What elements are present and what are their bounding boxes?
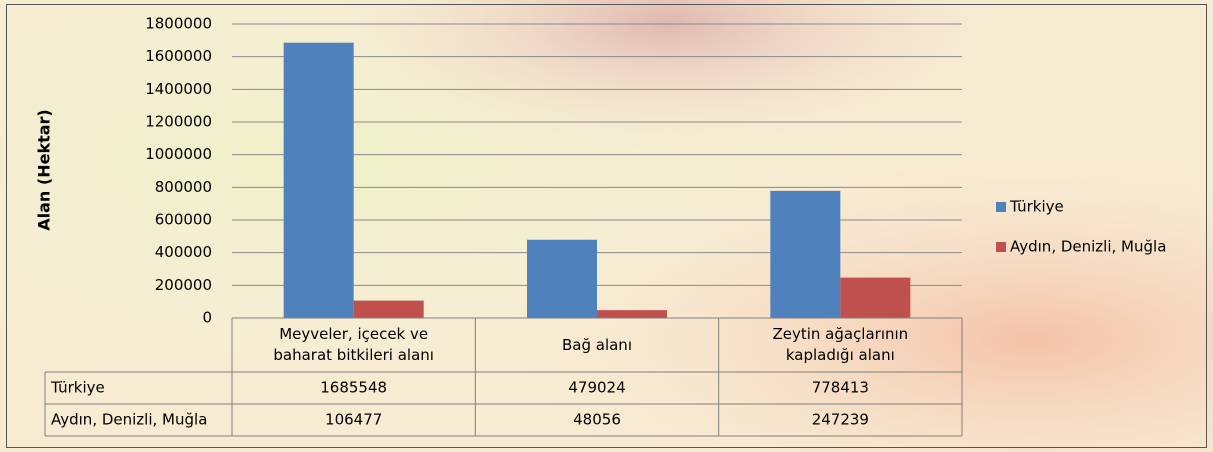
plot: 0 200000 400000 600000 800000 1000000 1200000 1…: [44, 15, 1166, 437]
legend-swatch: [996, 202, 1006, 212]
y-tick-label: 0: [202, 309, 212, 327]
legend-label: Türkiye: [1009, 198, 1064, 216]
y-tick-label: 1600000: [145, 47, 212, 65]
table-value: 1685548: [320, 379, 387, 397]
category-cell: Bağ alanı: [561, 335, 632, 354]
y-tick-label: 800000: [155, 178, 212, 196]
bar: [840, 277, 911, 318]
y-tick-label: 600000: [155, 211, 212, 229]
chart-border: [6, 4, 1207, 448]
table-value: 479024: [568, 379, 625, 397]
y-tick-label: 1000000: [145, 145, 212, 163]
x-tick-label: Bağ alanı: [561, 335, 632, 354]
table-value: 106477: [325, 411, 382, 429]
legend-label: Aydın, Denizli, Muğla: [1010, 238, 1166, 256]
table-value: 48056: [573, 411, 621, 429]
x-tick-label: Zeytin ağaçlarının kapladığı alanı: [772, 325, 909, 364]
table-row-header: Türkiye: [50, 379, 105, 397]
legend-swatch: [996, 242, 1006, 252]
bar: [770, 190, 841, 318]
category-cell: Zeytin ağaçlarının kapladığı alanı: [772, 325, 909, 364]
y-tick-label: 1400000: [145, 80, 212, 98]
y-tick-label: 400000: [155, 243, 212, 261]
category-cell: Meyveler, içecek ve baharat bitkileri al…: [273, 325, 434, 364]
table-value: 247239: [812, 411, 869, 429]
x-tick-label: Meyveler, içecek ve baharat bitkileri al…: [273, 325, 434, 364]
y-tick-label: 200000: [155, 276, 212, 294]
bar: [353, 300, 424, 318]
table-value: 778413: [812, 379, 869, 397]
y-tick-label: 1800000: [145, 15, 212, 33]
bar: [283, 42, 354, 319]
bar: [527, 239, 597, 318]
bar: [597, 310, 667, 318]
y-tick-label: 1200000: [145, 113, 212, 131]
y-axis-title: Alan (Hektar): [35, 109, 54, 230]
table-row-header: Aydın, Denizli, Muğla: [51, 411, 207, 429]
